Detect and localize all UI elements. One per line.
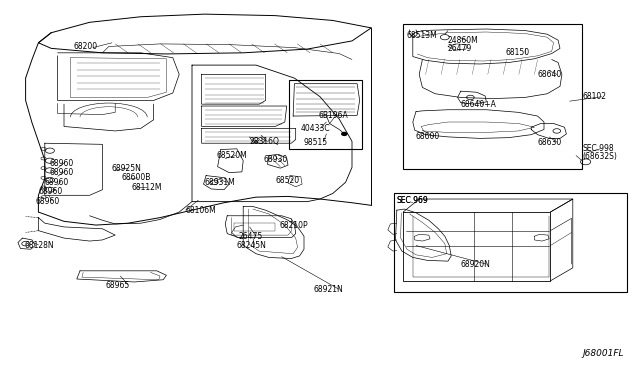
Text: 6B196A: 6B196A	[319, 111, 348, 120]
Text: 68965: 68965	[106, 281, 130, 290]
Circle shape	[342, 132, 347, 135]
Text: SEC.969: SEC.969	[397, 196, 429, 205]
Text: 68520: 68520	[275, 176, 300, 185]
Text: 68960: 68960	[45, 178, 69, 187]
Bar	[403, 24, 582, 169]
Text: 68600B: 68600B	[122, 173, 151, 182]
Text: 26475: 26475	[238, 232, 262, 241]
Text: 68102: 68102	[582, 92, 607, 101]
Text: 68128N: 68128N	[24, 241, 54, 250]
Text: J68001FL: J68001FL	[582, 349, 624, 358]
Text: 26479: 26479	[448, 44, 472, 53]
Text: SEC.969: SEC.969	[397, 196, 429, 205]
Text: 28316Q: 28316Q	[250, 137, 280, 146]
Text: 68513M: 68513M	[406, 31, 437, 40]
Text: 68640+A: 68640+A	[461, 100, 497, 109]
Text: 68960: 68960	[35, 197, 60, 206]
Text: 68150: 68150	[506, 48, 530, 57]
Text: 68930: 68930	[264, 155, 288, 164]
Text: 68960: 68960	[50, 169, 74, 177]
Text: 68960: 68960	[50, 159, 74, 168]
Text: 68200: 68200	[74, 42, 98, 51]
Text: 68921N: 68921N	[314, 285, 343, 294]
Text: 68112M: 68112M	[131, 183, 162, 192]
Text: SEC.998: SEC.998	[582, 144, 614, 153]
Text: 24860M: 24860M	[448, 36, 479, 45]
Text: 68960: 68960	[38, 187, 63, 196]
Text: 68106M: 68106M	[186, 206, 216, 215]
Text: 68640: 68640	[538, 70, 562, 79]
Bar	[289, 80, 362, 149]
Text: (68632S): (68632S)	[582, 153, 617, 161]
Text: 40433C: 40433C	[301, 124, 330, 133]
Text: 68925N: 68925N	[112, 164, 142, 173]
Text: 68520M: 68520M	[216, 151, 247, 160]
Text: 68931M: 68931M	[205, 178, 236, 187]
Text: 68210P: 68210P	[279, 221, 308, 230]
Text: 98515: 98515	[304, 138, 328, 147]
Text: 68600: 68600	[416, 132, 440, 141]
Text: 68630: 68630	[538, 138, 562, 147]
Bar	[394, 193, 627, 292]
Text: 68920N: 68920N	[461, 260, 491, 269]
Text: 68245N: 68245N	[237, 241, 267, 250]
